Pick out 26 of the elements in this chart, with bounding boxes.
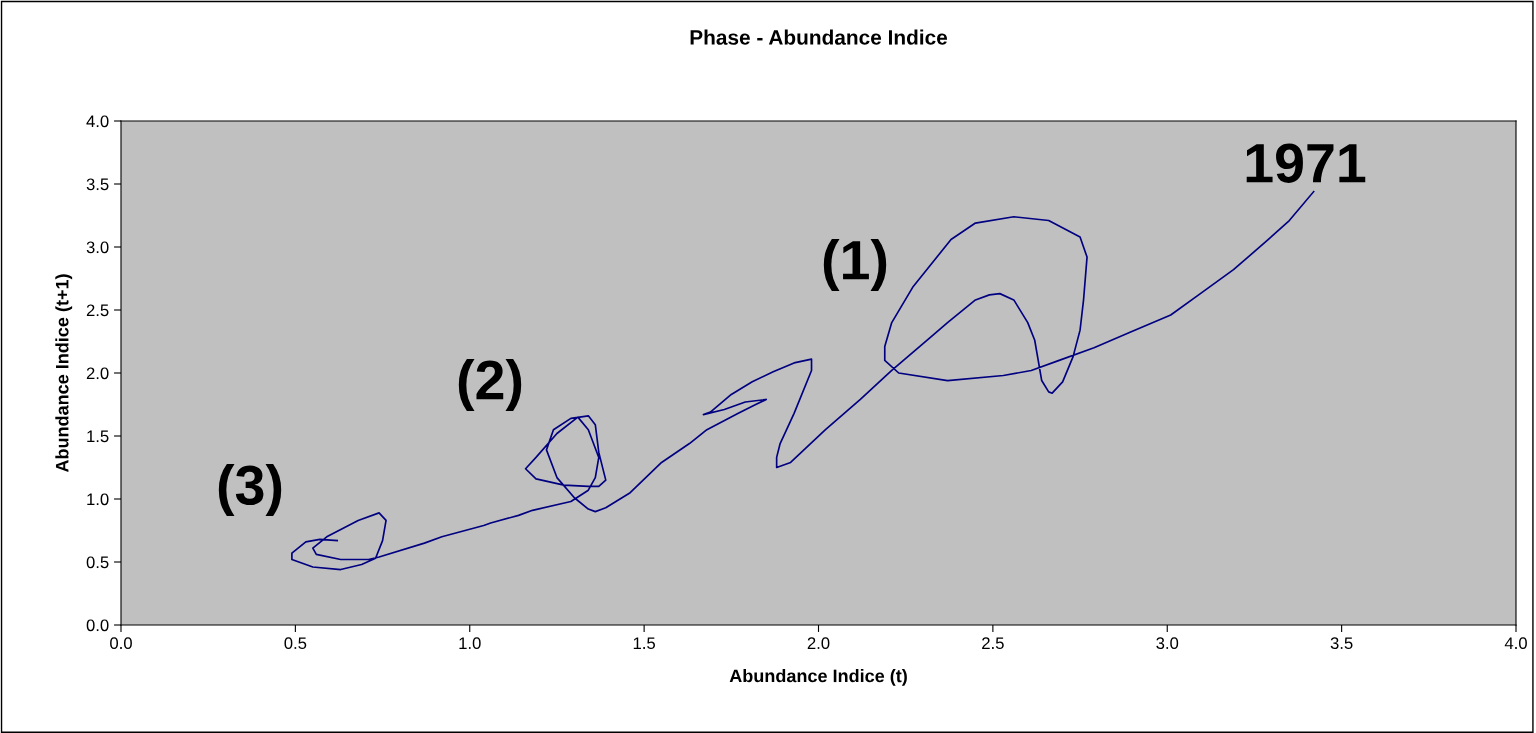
y-tick-label: 3.5	[86, 178, 109, 191]
line-series	[291, 190, 1315, 571]
x-tick-label: 4.0	[1504, 637, 1527, 650]
x-tick-label: 3.0	[1156, 637, 1179, 650]
y-tick-label: 0.0	[86, 619, 109, 632]
y-tick-label: 1.0	[87, 493, 109, 506]
annotation: (2)	[458, 359, 522, 411]
x-tick-label: 0.5	[284, 637, 307, 650]
x-tick-label: 0.0	[110, 637, 132, 650]
x-tick-label: 1.5	[633, 637, 656, 650]
x-tick-label: 1.0	[459, 637, 481, 650]
y-tick-label: 1.5	[87, 430, 109, 443]
y-tick-label: 2.0	[86, 367, 109, 380]
y-tick-label: 4.0	[86, 115, 109, 128]
annotation: (3)	[218, 464, 282, 516]
y-tick-label: 0.5	[86, 556, 109, 569]
x-axis-title: Abundance Indice (t)	[729, 669, 907, 686]
y-tick-label: 3.0	[86, 241, 109, 254]
x-tick-label: 2.0	[807, 637, 830, 650]
x-tick-label: 3.5	[1330, 637, 1353, 650]
chart-title: Phase - Abundance Indice	[690, 29, 948, 45]
x-tick-label: 2.5	[982, 637, 1004, 650]
y-axis-title: Abundance Indice (t+1)	[55, 274, 73, 473]
annotation: (1)	[823, 239, 887, 291]
annotation: 1971	[1246, 143, 1366, 183]
y-tick-label: 2.5	[86, 304, 109, 317]
